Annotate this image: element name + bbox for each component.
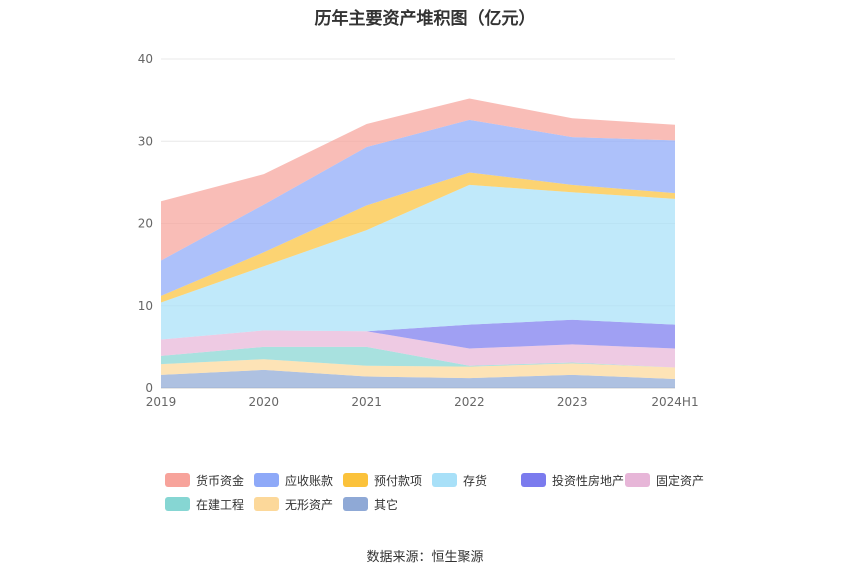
x-tick-label: 2022 [454,395,485,409]
y-tick-label: 40 [138,52,153,66]
chart-title: 历年主要资产堆积图（亿元） [314,9,536,29]
legend-swatch [432,473,457,487]
x-tick-label: 2019 [146,395,177,409]
legend-swatch [165,497,190,511]
area-series-4 [161,319,675,349]
legend-label: 固定资产 [656,473,705,488]
legend-item[interactable]: 存货 [432,472,487,488]
area-series-2 [161,346,675,368]
x-tick-label: 2024H1 [651,395,698,409]
legend-item[interactable]: 在建工程 [165,496,244,512]
y-tick-label: 10 [138,299,153,313]
legend-item[interactable]: 预付款项 [343,472,422,488]
x-tick-label: 2021 [351,395,382,409]
y-tick-label: 0 [145,381,153,395]
source-text: 数据来源：恒生聚源 [366,550,484,565]
area-series-8 [161,98,675,261]
legend-swatch [343,473,368,487]
legend-label: 应收账款 [285,473,334,488]
legend-item[interactable]: 无形资产 [254,496,333,512]
legend-item[interactable]: 投资性房地产 [521,472,624,488]
area-series-0 [161,369,675,388]
axis-layer: 0 10 20 30 40 2019 2020 2021 2022 2023 2024H1 [138,52,699,409]
legend-label: 存货 [463,473,488,488]
legend-swatch [625,473,650,487]
legend-swatch [343,497,368,511]
area-series-3 [161,330,675,368]
y-tick-label: 30 [138,134,153,148]
area-series-7 [161,119,675,296]
legend-label: 无形资产 [285,497,334,512]
area-series-1 [161,359,675,379]
legend-swatch [521,473,546,487]
legend-swatch [165,473,190,487]
legend-item[interactable]: 应收账款 [254,472,333,488]
legend-label: 预付款项 [374,473,423,488]
legend-label: 其它 [374,497,399,512]
x-tick-label: 2020 [249,395,280,409]
legend-item[interactable]: 其它 [343,496,398,512]
legend-item[interactable]: 固定资产 [625,472,704,488]
area-series-6 [161,172,675,303]
legend-label: 投资性房地产 [552,473,625,488]
legend-label: 在建工程 [196,497,245,512]
legend-item[interactable]: 货币资金 [165,472,244,488]
legend-swatch [254,497,279,511]
area-series-5 [161,184,675,340]
x-tick-label: 2023 [557,395,588,409]
legend-label: 货币资金 [196,473,245,488]
legend-swatch [254,473,279,487]
y-tick-label: 20 [138,217,153,231]
area-layer [161,98,675,388]
